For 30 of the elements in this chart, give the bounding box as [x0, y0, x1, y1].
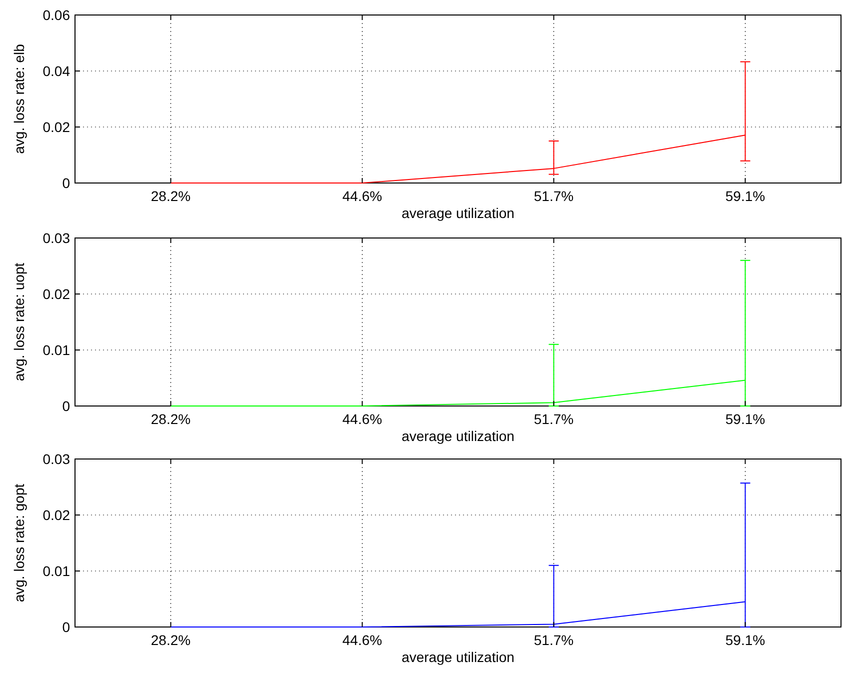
y-tick-label: 0.02 [42, 507, 70, 523]
x-axis-title: average utilization [402, 428, 514, 444]
y-tick-label: 0.03 [42, 451, 70, 467]
x-tick-label: 51.7% [534, 632, 574, 648]
x-tick-label: 28.2% [150, 188, 191, 204]
y-axis-title: avg. loss rate: uopt [11, 262, 27, 382]
y-tick-label: 0.03 [42, 230, 70, 246]
x-tick-label: 51.7% [534, 188, 574, 204]
y-tick-label: 0 [62, 175, 70, 191]
x-tick-label: 51.7% [534, 411, 574, 427]
x-tick-label: 28.2% [150, 411, 191, 427]
y-tick-label: 0 [62, 619, 70, 635]
y-tick-label: 0.06 [42, 7, 70, 23]
x-tick-label: 28.2% [150, 632, 191, 648]
y-tick-label: 0.02 [42, 119, 70, 135]
y-tick-label: 0.02 [42, 286, 70, 302]
x-tick-label: 44.6% [342, 632, 382, 648]
x-tick-label: 59.1% [725, 411, 766, 427]
y-tick-label: 0.01 [42, 563, 70, 579]
x-axis-title: average utilization [402, 205, 514, 221]
x-tick-label: 59.1% [725, 632, 766, 648]
x-tick-label: 44.6% [342, 188, 382, 204]
y-axis-title: avg. loss rate: gopt [11, 484, 27, 602]
y-tick-label: 0.01 [42, 342, 70, 358]
x-tick-label: 59.1% [725, 188, 766, 204]
x-axis-title: average utilization [402, 649, 514, 665]
y-axis-title: avg. loss rate: elb [11, 44, 27, 154]
x-tick-label: 44.6% [342, 411, 382, 427]
y-tick-label: 0 [62, 398, 70, 414]
y-tick-label: 0.04 [42, 63, 70, 79]
